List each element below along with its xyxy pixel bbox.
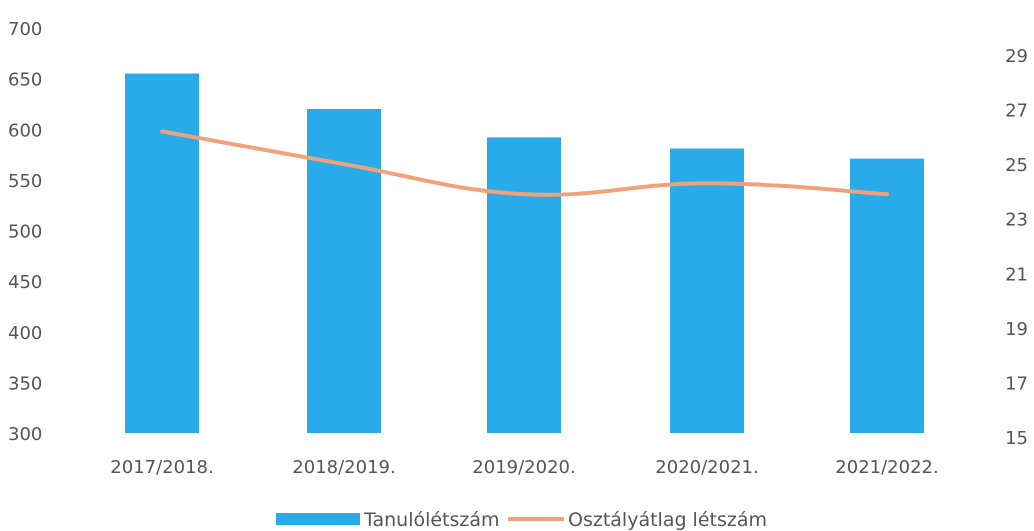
left-tick-label: 700: [8, 19, 42, 40]
right-tick-label: 15: [1005, 428, 1028, 449]
legend-swatch-bar: [276, 513, 360, 525]
left-tick-label: 550: [8, 171, 42, 192]
legend: Tanulólétszám Osztályátlag létszám: [276, 509, 767, 531]
category-label: 2017/2018.: [110, 457, 213, 478]
right-tick-label: 29: [1005, 46, 1028, 67]
category-label: 2019/2020.: [472, 457, 575, 478]
legend-label-line: Osztályátlag létszám: [568, 509, 767, 531]
left-tick-label: 350: [8, 373, 42, 394]
bar: [850, 158, 924, 434]
category-label: 2021/2022.: [835, 457, 938, 478]
right-tick-label: 19: [1005, 319, 1028, 340]
x-axis: 2017/2018. 2018/2019. 2019/2020. 2020/2021.…: [110, 457, 938, 478]
bar: [487, 137, 561, 433]
left-tick-label: 450: [8, 272, 42, 293]
left-tick-label: 600: [8, 120, 42, 141]
right-tick-label: 25: [1005, 155, 1028, 176]
right-tick-label: 23: [1005, 210, 1028, 231]
legend-label-bar: Tanulólétszám: [363, 509, 500, 531]
left-tick-label: 650: [8, 70, 42, 91]
line-series: [160, 129, 889, 197]
right-y-axis: 29 27 25 23 21 19 17 15: [1005, 46, 1028, 449]
left-tick-label: 500: [8, 222, 42, 243]
right-tick-label: 27: [1005, 101, 1028, 122]
bar: [125, 73, 199, 433]
category-label: 2020/2021.: [655, 457, 758, 478]
category-label: 2018/2019.: [292, 457, 395, 478]
bar: [670, 148, 744, 434]
left-y-axis: 700 650 600 550 500 450 400 350 300: [8, 19, 42, 445]
right-tick-label: 17: [1005, 373, 1028, 394]
left-tick-label: 300: [8, 424, 42, 445]
bar-series: [125, 73, 924, 434]
left-tick-label: 400: [8, 323, 42, 344]
right-tick-label: 21: [1005, 264, 1028, 285]
